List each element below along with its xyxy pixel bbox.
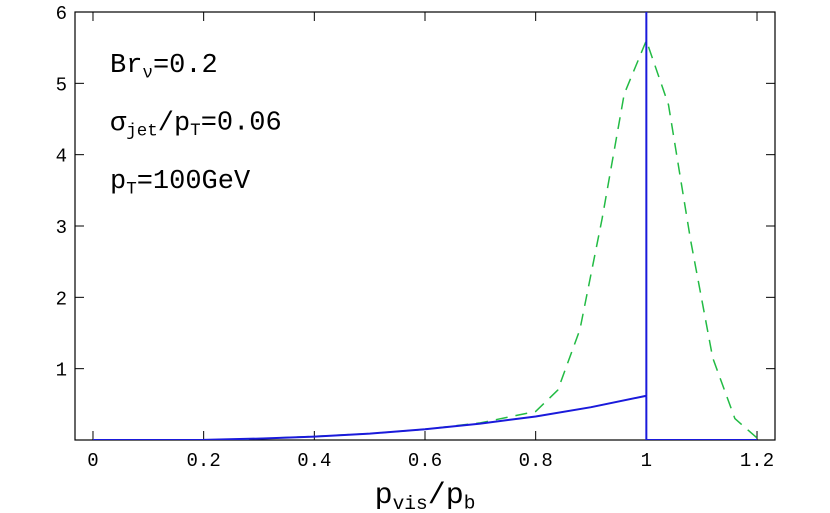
text-part: =0.2 — [153, 51, 218, 81]
subscript: vis — [393, 493, 428, 513]
x-axis-label: pvis/pb — [375, 479, 476, 513]
subscript: T — [126, 179, 137, 199]
x-tick-label: 0.6 — [408, 450, 442, 472]
annotation: Brν=0.2 — [110, 51, 218, 83]
x-tick-label: 0.4 — [297, 450, 331, 472]
text-part: /p — [428, 479, 464, 513]
text-part: Br — [110, 51, 142, 81]
text-part: =100GeV — [137, 167, 251, 197]
subscript: jet — [126, 121, 158, 141]
text-part: p — [110, 167, 126, 197]
line-series — [92, 12, 758, 440]
subscript: T — [190, 121, 201, 141]
y-tick-label: 4 — [56, 146, 67, 168]
text-part: p — [375, 479, 393, 513]
y-tick-label: 3 — [56, 217, 67, 239]
line-series — [236, 38, 758, 440]
text-part: /p — [158, 109, 190, 139]
annotation: σjet/pT=0.06 — [110, 109, 282, 142]
subscript: b — [464, 493, 476, 513]
y-tick-label: 2 — [56, 288, 67, 310]
x-tick-label: 1.2 — [740, 450, 774, 472]
y-tick-label: 5 — [56, 74, 67, 96]
text-part: σ — [110, 109, 127, 139]
y-tick-label: 1 — [56, 360, 67, 382]
annotation: pT=100GeV — [110, 167, 251, 199]
x-tick-label: 1 — [641, 450, 652, 472]
x-tick-label: 0.2 — [187, 450, 221, 472]
y-tick-label: 6 — [56, 3, 67, 25]
text-part: =0.06 — [201, 109, 282, 139]
x-tick-label: 0 — [87, 450, 98, 472]
x-tick-label: 0.8 — [519, 450, 553, 472]
subscript: ν — [142, 63, 153, 83]
